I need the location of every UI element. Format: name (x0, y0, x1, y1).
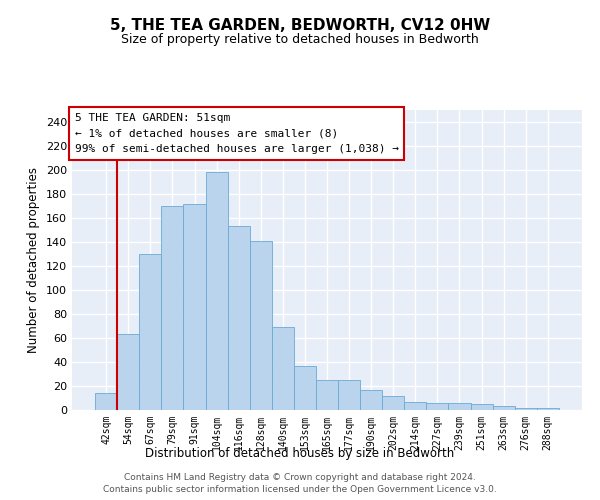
Bar (338, 380, 360, 410)
Text: 5, THE TEA GARDEN, BEDWORTH, CV12 0HW: 5, THE TEA GARDEN, BEDWORTH, CV12 0HW (110, 18, 490, 32)
Text: Size of property relative to detached houses in Bedworth: Size of property relative to detached ho… (121, 32, 479, 46)
Bar (161, 206, 184, 410)
Bar (206, 172, 227, 410)
Bar (316, 380, 338, 410)
Bar (95, 393, 117, 410)
Bar (493, 406, 515, 410)
Bar (515, 408, 537, 410)
Bar (404, 402, 427, 410)
Bar (294, 366, 316, 410)
Bar (139, 254, 161, 410)
Bar (272, 327, 294, 410)
Bar (470, 404, 493, 410)
Bar (184, 204, 206, 410)
Bar (360, 390, 382, 410)
Text: Contains HM Land Registry data © Crown copyright and database right 2024.: Contains HM Land Registry data © Crown c… (124, 472, 476, 482)
Y-axis label: Number of detached properties: Number of detached properties (28, 167, 40, 353)
Bar (382, 396, 404, 410)
Text: Distribution of detached houses by size in Bedworth: Distribution of detached houses by size … (145, 448, 455, 460)
Bar (250, 241, 272, 410)
Bar (448, 403, 470, 410)
Bar (227, 226, 250, 410)
Bar (427, 403, 448, 410)
Bar (537, 408, 559, 410)
Bar (117, 334, 139, 410)
Text: 5 THE TEA GARDEN: 51sqm
← 1% of detached houses are smaller (8)
99% of semi-deta: 5 THE TEA GARDEN: 51sqm ← 1% of detached… (74, 113, 398, 154)
Text: Contains public sector information licensed under the Open Government Licence v3: Contains public sector information licen… (103, 485, 497, 494)
